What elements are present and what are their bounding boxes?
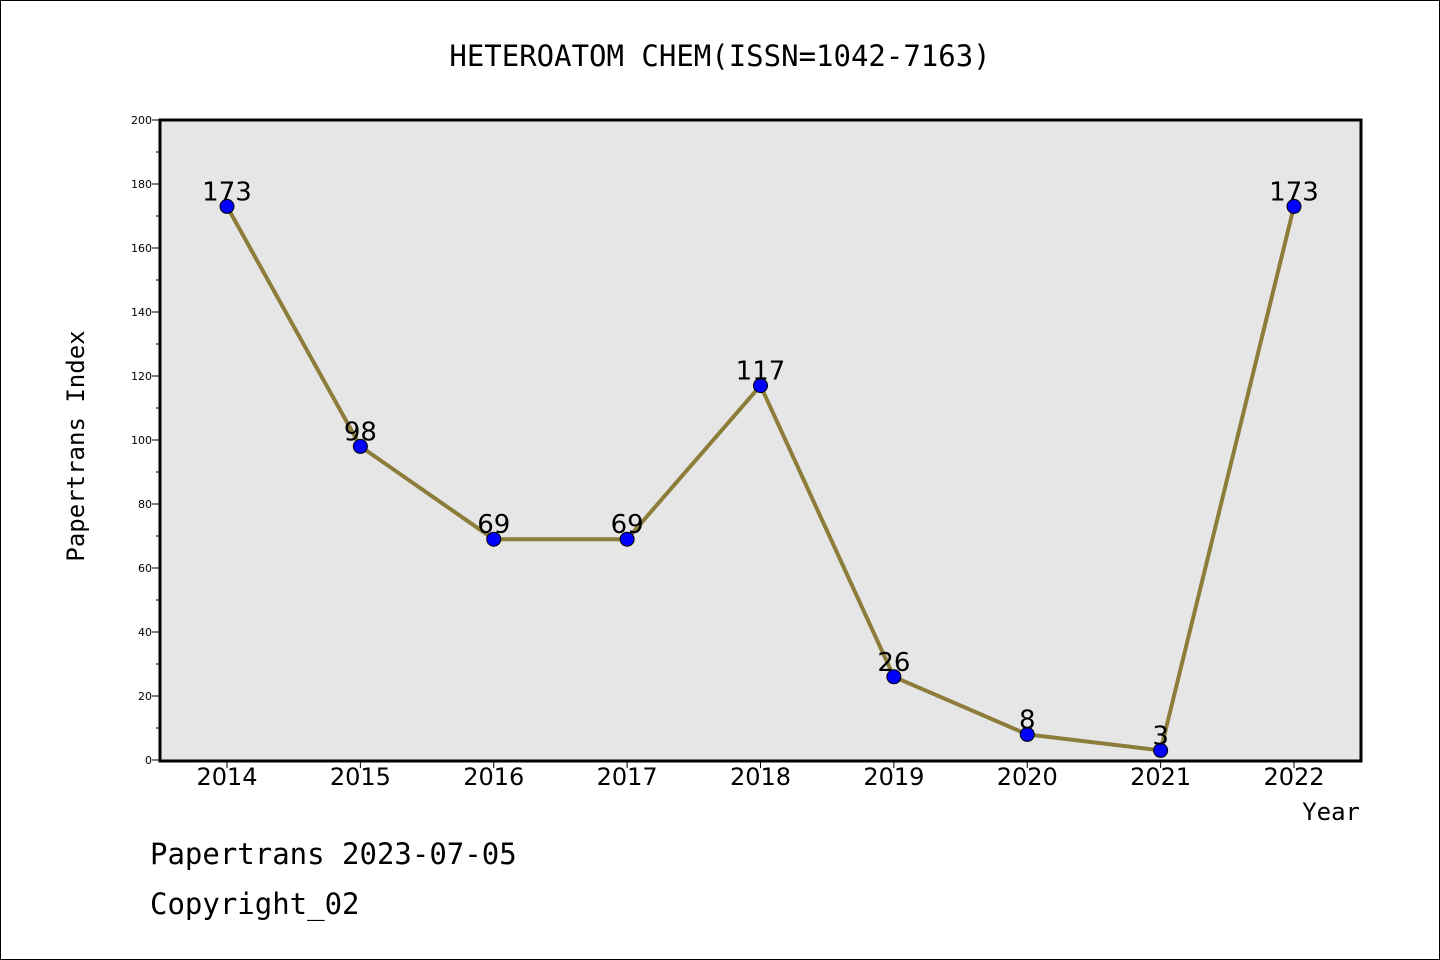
- x-tick-label: 2015: [330, 763, 391, 791]
- data-label: 3: [1152, 721, 1169, 751]
- y-tick-label: 0: [145, 754, 152, 767]
- data-point: [1153, 742, 1169, 758]
- data-label: 69: [611, 510, 644, 540]
- chart-title: HETEROATOM CHEM(ISSN=1042-7163): [449, 39, 990, 73]
- data-label: 173: [202, 177, 252, 207]
- y-tick-label: 40: [138, 626, 152, 639]
- data-point: [753, 378, 768, 394]
- y-axis-label: Papertrans Index: [62, 330, 90, 561]
- y-tick-label: 180: [131, 178, 152, 191]
- data-label: 117: [736, 357, 786, 387]
- data-point: [886, 669, 902, 685]
- data-label: 173: [1269, 177, 1319, 207]
- x-axis-ticks: [226, 760, 1295, 768]
- data-point: [219, 198, 235, 214]
- y-tick-label: 160: [131, 242, 152, 255]
- x-tick-label: 2017: [597, 763, 658, 791]
- series-markers: [219, 198, 1302, 758]
- data-label: 26: [877, 648, 910, 678]
- x-tick-label: 2016: [463, 763, 524, 791]
- x-tick-label: 2021: [1130, 763, 1191, 791]
- x-axis-tick-labels: 2014 2015 2016 2017 2018 2019 2020 2021 2022: [196, 763, 1324, 791]
- data-point: [352, 438, 368, 454]
- x-axis-label: Year: [1302, 798, 1360, 826]
- y-axis-tick-labels: 0 20 40 60 80 100 120 140 160 180 200: [131, 114, 152, 767]
- y-tick-label: 120: [131, 370, 152, 383]
- x-tick-label: 2014: [196, 763, 257, 791]
- x-tick-label: 2018: [730, 763, 791, 791]
- y-tick-label: 60: [138, 562, 152, 575]
- y-tick-label: 100: [131, 434, 152, 447]
- data-label: 8: [1019, 705, 1036, 735]
- footer-date: Papertrans 2023-07-05: [150, 837, 517, 871]
- x-tick-label: 2019: [863, 763, 924, 791]
- data-label: 69: [477, 510, 510, 540]
- y-axis-ticks: [152, 119, 160, 761]
- y-tick-label: 20: [138, 690, 152, 703]
- x-tick-label: 2022: [1263, 763, 1324, 791]
- data-label: 98: [344, 417, 377, 447]
- y-tick-label: 80: [138, 498, 152, 511]
- data-labels: 173 98 69 69 117 26 8 3 173: [202, 177, 1319, 751]
- x-tick-label: 2020: [997, 763, 1058, 791]
- data-point: [486, 531, 502, 547]
- y-tick-label: 200: [131, 114, 152, 127]
- y-tick-label: 140: [131, 306, 152, 319]
- data-point: [619, 531, 635, 547]
- footer-copyright: Copyright_02: [150, 887, 360, 922]
- data-point: [1286, 198, 1302, 214]
- data-point: [1019, 726, 1035, 742]
